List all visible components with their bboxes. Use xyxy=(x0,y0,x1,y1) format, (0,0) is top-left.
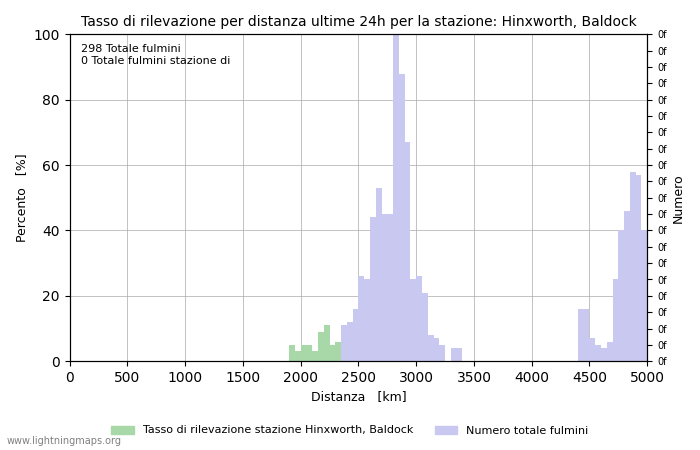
Bar xyxy=(636,175,641,361)
Bar xyxy=(416,345,422,361)
Bar xyxy=(428,348,433,361)
Bar xyxy=(578,309,584,361)
Bar xyxy=(405,342,410,361)
Bar xyxy=(387,214,393,361)
Bar xyxy=(318,332,324,361)
Bar xyxy=(358,276,364,361)
Bar xyxy=(410,279,416,361)
Bar xyxy=(612,279,618,361)
Bar xyxy=(399,73,405,361)
Bar xyxy=(433,338,440,361)
Bar xyxy=(387,342,393,361)
Text: 298 Totale fulmini
0 Totale fulmini stazione di: 298 Totale fulmini 0 Totale fulmini staz… xyxy=(81,44,230,66)
Bar xyxy=(330,345,335,361)
Bar xyxy=(393,34,399,361)
Bar xyxy=(364,279,370,361)
X-axis label: Distanza   [km]: Distanza [km] xyxy=(311,391,406,404)
Y-axis label: Percento   [%]: Percento [%] xyxy=(15,153,28,242)
Y-axis label: Numero: Numero xyxy=(672,173,685,223)
Bar xyxy=(295,351,301,361)
Title: Tasso di rilevazione per distanza ultime 24h per la stazione: Hinxworth, Baldock: Tasso di rilevazione per distanza ultime… xyxy=(80,15,636,29)
Bar xyxy=(364,312,370,361)
Bar xyxy=(618,230,624,361)
Bar xyxy=(428,335,433,361)
Bar xyxy=(405,142,410,361)
Bar xyxy=(312,351,318,361)
Bar xyxy=(422,292,428,361)
Bar xyxy=(324,325,330,361)
Bar xyxy=(584,309,589,361)
Bar xyxy=(353,338,358,361)
Bar xyxy=(422,348,428,361)
Bar xyxy=(307,345,312,361)
Bar xyxy=(410,345,416,361)
Bar xyxy=(648,345,653,361)
Bar xyxy=(370,217,376,361)
Bar xyxy=(335,342,341,361)
Bar xyxy=(376,188,382,361)
Bar xyxy=(370,315,376,361)
Bar xyxy=(416,276,422,361)
Bar xyxy=(393,342,399,361)
Bar xyxy=(601,348,607,361)
Bar xyxy=(641,230,648,361)
Bar xyxy=(607,342,612,361)
Bar xyxy=(624,211,630,361)
Bar xyxy=(382,338,387,361)
Bar xyxy=(347,342,353,361)
Bar xyxy=(589,338,595,361)
Bar xyxy=(399,342,405,361)
Bar xyxy=(440,345,445,361)
Bar xyxy=(382,214,387,361)
Bar xyxy=(289,345,295,361)
Bar xyxy=(353,309,358,361)
Bar xyxy=(456,348,463,361)
Bar xyxy=(347,322,353,361)
Bar xyxy=(301,345,307,361)
Legend: Tasso di rilevazione stazione Hinxworth, Baldock, Numero totale fulmini: Tasso di rilevazione stazione Hinxworth,… xyxy=(107,421,593,440)
Bar xyxy=(630,171,636,361)
Bar xyxy=(595,345,601,361)
Text: www.lightningmaps.org: www.lightningmaps.org xyxy=(7,436,122,446)
Bar xyxy=(341,342,347,361)
Bar xyxy=(376,338,382,361)
Bar xyxy=(451,348,456,361)
Bar xyxy=(341,325,347,361)
Bar xyxy=(358,332,364,361)
